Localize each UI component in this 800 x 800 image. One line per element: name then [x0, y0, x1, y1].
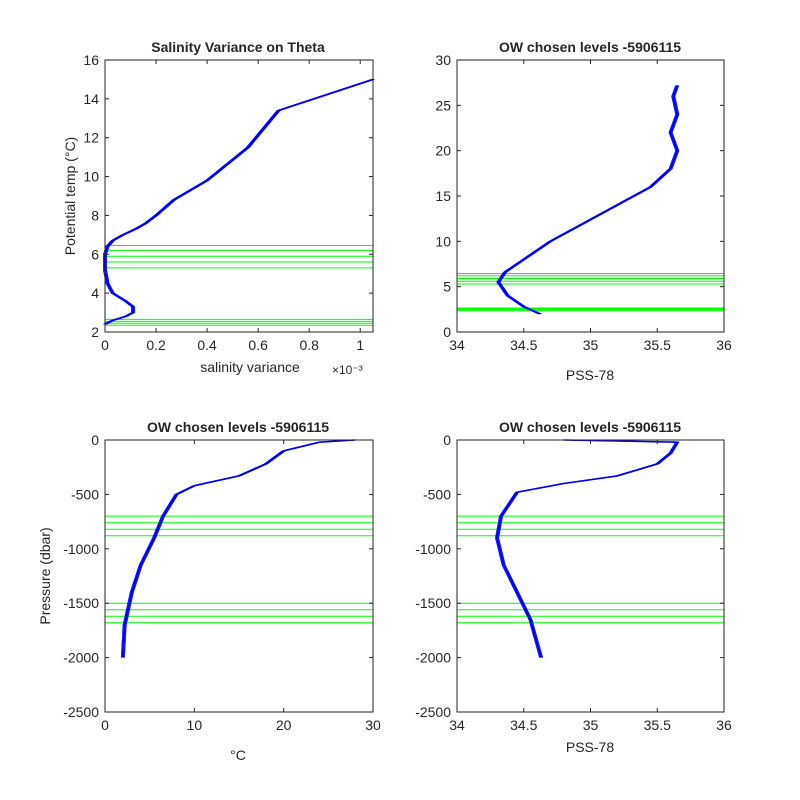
y-tick-label: -500	[423, 486, 451, 502]
data-series-line	[499, 85, 680, 315]
data-series-line	[120, 439, 354, 658]
x-tick-label: 35	[583, 337, 599, 353]
y-tick-label: 6	[91, 246, 99, 262]
data-series-line	[498, 439, 680, 658]
y-tick-label: 25	[435, 97, 451, 113]
y-tick-label: -1000	[63, 541, 99, 557]
y-tick-label: -1500	[415, 595, 451, 611]
x-tick-label: 0.8	[299, 337, 319, 353]
data-series-line	[122, 439, 356, 658]
x-tick-label: 34.5	[510, 337, 537, 353]
x-axis-label: °C	[230, 747, 246, 763]
y-tick-label: 10	[435, 233, 451, 249]
x-axis-label: salinity variance	[200, 359, 300, 375]
x-exponent-label: ×10⁻³	[332, 363, 363, 377]
x-tick-label: 35.5	[644, 717, 671, 733]
panel-pressure-salinity: OW chosen levels -5906115 PSS-78 34 34.5 3…	[415, 419, 732, 755]
x-tick-label: 10	[187, 717, 203, 733]
x-tick-label: 1	[356, 337, 364, 353]
x-axis-label: PSS-78	[566, 367, 614, 383]
y-tick-label: 20	[435, 143, 451, 159]
data-series-line	[105, 79, 374, 325]
x-tick-label: 34.5	[510, 717, 537, 733]
y-tick-label: -500	[71, 486, 99, 502]
x-tick-label: 30	[365, 717, 381, 733]
x-tick-label: 0.4	[197, 337, 217, 353]
y-tick-label: 10	[83, 169, 99, 185]
data-series-line	[104, 78, 374, 325]
plot-frame	[104, 59, 374, 333]
x-tick-label: 35	[583, 717, 599, 733]
y-tick-label: 30	[435, 52, 451, 68]
x-tick-label: 0.6	[248, 337, 268, 353]
x-tick-label: 36	[716, 717, 732, 733]
y-tick-label: 12	[83, 130, 99, 146]
y-tick-label: -2000	[63, 650, 99, 666]
y-tick-label: 15	[435, 188, 451, 204]
x-tick-label: 0.2	[146, 337, 166, 353]
y-tick-label: 5	[443, 279, 451, 295]
y-tick-label: -2500	[63, 704, 99, 720]
panel-pressure-temperature: OW chosen levels -5906115 °C Pressure (d…	[37, 419, 381, 763]
data-series-line	[123, 439, 356, 658]
x-tick-label: 35.5	[644, 337, 671, 353]
x-tick-label: 34	[449, 337, 465, 353]
panel-theta-salinity: OW chosen levels -5906115 PSS-78 34 34.5 3…	[435, 39, 732, 383]
y-tick-label: 14	[83, 91, 99, 107]
panel-title: OW chosen levels -5906115	[499, 419, 681, 435]
data-series-line	[496, 439, 679, 658]
y-tick-label: -1000	[415, 541, 451, 557]
x-tick-label: 0	[101, 717, 109, 733]
data-series-line	[124, 439, 357, 658]
y-tick-label: -2000	[415, 650, 451, 666]
data-series-line	[106, 79, 375, 325]
y-tick-label: 2	[91, 324, 99, 340]
data-series-line	[495, 439, 677, 658]
panel-title: OW chosen levels -5906115	[499, 39, 681, 55]
y-axis-label: Potential temp (°C)	[62, 137, 78, 255]
x-tick-label: 20	[276, 717, 292, 733]
y-tick-label: 16	[83, 52, 99, 68]
y-tick-label: 0	[91, 432, 99, 448]
x-tick-label: 34	[449, 717, 465, 733]
y-tick-label: 8	[91, 207, 99, 223]
y-tick-label: 4	[91, 285, 99, 301]
x-axis-label: PSS-78	[566, 739, 614, 755]
y-tick-label: 0	[443, 324, 451, 340]
panel-title: Salinity Variance on Theta	[151, 39, 325, 55]
plot-frame	[104, 439, 374, 713]
data-series-line	[102, 79, 372, 325]
x-tick-label: 0	[101, 337, 109, 353]
panel-salinity-variance: Salinity Variance on Theta salinity vari…	[62, 39, 375, 377]
y-tick-label: -2500	[415, 704, 451, 720]
y-axis-label: Pressure (dbar)	[37, 527, 53, 624]
y-tick-label: 0	[443, 432, 451, 448]
data-series-line	[497, 439, 679, 658]
y-tick-label: -1500	[63, 595, 99, 611]
x-tick-label: 36	[716, 337, 732, 353]
panel-title: OW chosen levels -5906115	[147, 419, 329, 435]
